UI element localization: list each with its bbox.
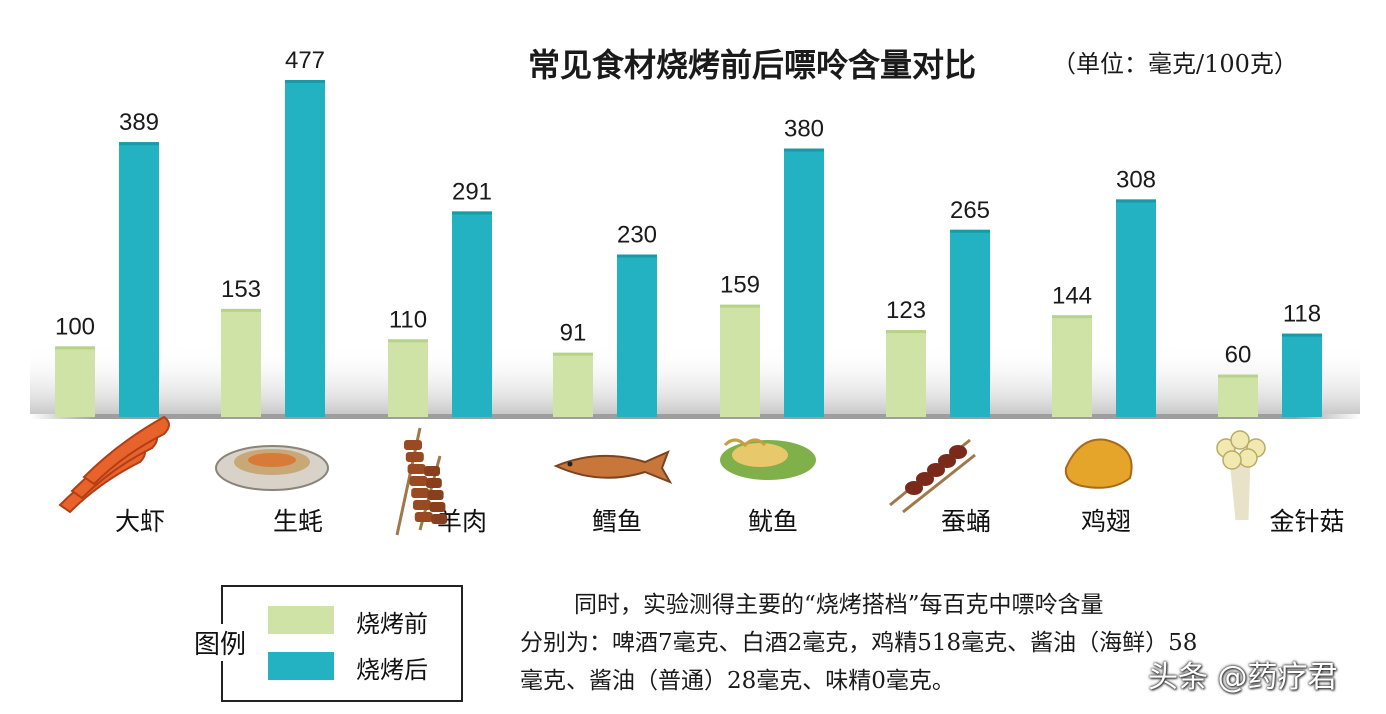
data-label: 265 (950, 197, 990, 224)
enoki-mushroom-icon (1216, 430, 1266, 521)
footnote: 同时，实验测得主要的“烧烤搭档”每百克中嘌呤含量 分别为：啤酒7毫克、白酒2毫克… (520, 586, 1260, 700)
bar-before-2 (388, 339, 428, 417)
bar-top-edge (452, 211, 492, 215)
bar-after-0 (119, 142, 159, 417)
legend-box (221, 585, 463, 702)
bar-after-6 (1116, 199, 1156, 417)
legend-label-after: 烧烤后 (356, 656, 428, 684)
category-label: 蚕蛹 (941, 507, 991, 536)
watermark: 头条 @药疗君 (1148, 660, 1338, 695)
bar-top-edge (617, 254, 657, 258)
data-label: 477 (285, 47, 325, 74)
shrimp-icon (58, 415, 170, 514)
chicken-wing-icon (1064, 438, 1133, 489)
data-label: 308 (1116, 166, 1156, 193)
category-label: 大虾 (115, 507, 165, 536)
legend-swatch-before (268, 606, 334, 634)
category-label: 鳕鱼 (592, 507, 642, 536)
bar-top-edge (1052, 315, 1092, 319)
footnote-line-3: 毫克、酱油（普通）28毫克、味精0毫克。 (520, 668, 955, 694)
baseline-floor (30, 414, 1360, 419)
bar-after-2 (452, 211, 492, 417)
bar-top-edge (1282, 333, 1322, 337)
data-label: 144 (1052, 282, 1092, 309)
bar-after-7 (1282, 333, 1322, 417)
bar-after-1 (285, 80, 325, 417)
data-label: 380 (784, 116, 824, 143)
footnote-line-1: 同时，实验测得主要的“烧烤搭档”每百克中嘌呤含量 (574, 592, 1104, 618)
bar-before-0 (55, 346, 95, 417)
bar-top-edge (886, 330, 926, 334)
category-label: 鱿鱼 (748, 507, 798, 536)
bar-after-3 (617, 254, 657, 417)
category-label: 鸡翅 (1081, 507, 1131, 536)
bar-top-edge (285, 80, 325, 83)
silkworm-pupa-skewer-icon (889, 438, 976, 514)
bar-top-edge (119, 142, 159, 146)
bar-top-edge (950, 229, 990, 233)
legend-swatch-after (268, 652, 334, 680)
unit-note: （单位：毫克/100克） (1052, 50, 1298, 78)
category-label: 生蚝 (273, 507, 323, 536)
data-label: 153 (221, 276, 261, 303)
legend-title: 图例 (192, 624, 249, 661)
bar-before-7 (1218, 374, 1258, 417)
category-label: 金针菇 (1269, 507, 1344, 536)
bar-before-3 (553, 352, 593, 417)
bar-after-4 (784, 148, 824, 417)
bar-top-edge (1218, 374, 1258, 378)
data-label: 389 (119, 109, 159, 136)
legend-label-before: 烧烤前 (356, 610, 428, 638)
bar-before-4 (720, 304, 760, 417)
bar-before-1 (221, 308, 261, 417)
lamb-skewer-icon (395, 427, 448, 536)
bar-top-edge (553, 352, 593, 356)
squid-icon (720, 438, 816, 480)
data-label: 291 (452, 178, 492, 205)
data-label: 159 (720, 272, 760, 299)
data-label: 123 (886, 297, 926, 324)
data-label: 60 (1225, 342, 1252, 369)
data-label: 100 (55, 313, 95, 340)
bar-before-5 (886, 330, 926, 417)
data-label: 118 (1283, 301, 1321, 328)
chart-title: 常见食材烧烤前后嘌呤含量对比 (528, 46, 977, 84)
bar-top-edge (388, 339, 428, 343)
data-label: 91 (560, 320, 587, 347)
cod-fish-icon (553, 450, 673, 484)
bar-top-edge (784, 148, 824, 152)
bar-top-edge (1116, 199, 1156, 203)
footnote-line-2: 分别为：啤酒7毫克、白酒2毫克，鸡精518毫克、酱油（海鲜）58 (520, 630, 1198, 656)
oyster-icon (215, 445, 329, 491)
data-label: 110 (389, 306, 427, 333)
bar-after-5 (950, 229, 990, 417)
bar-top-edge (55, 346, 95, 350)
bar-top-edge (720, 304, 760, 308)
bar-before-6 (1052, 315, 1092, 417)
data-label: 230 (617, 222, 657, 249)
bar-top-edge (221, 308, 261, 312)
